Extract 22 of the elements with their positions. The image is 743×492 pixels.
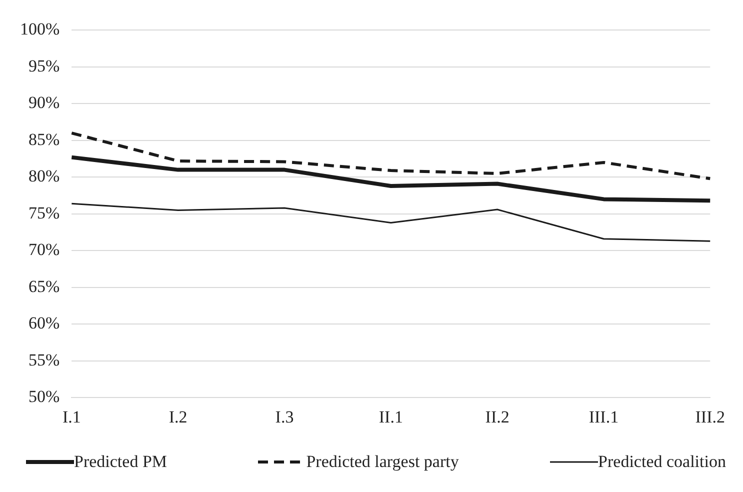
legend-label: Predicted PM <box>74 452 168 472</box>
y-tick-label: 70% <box>28 240 60 260</box>
y-tick-label: 75% <box>28 203 60 222</box>
y-tick-label: 65% <box>28 276 60 296</box>
x-tick-label: III.1 <box>588 407 619 426</box>
y-tick-label: 100% <box>20 20 60 39</box>
x-tick-label: I.3 <box>275 407 294 426</box>
legend-label: Predicted largest party <box>306 452 459 472</box>
y-tick-label: 50% <box>28 387 60 406</box>
x-tick-label: I.1 <box>62 407 81 426</box>
line-series <box>70 132 712 180</box>
y-tick-label: 85% <box>28 130 60 149</box>
x-tick-label: I.2 <box>168 407 188 426</box>
x-tick-label: II.1 <box>378 407 403 426</box>
y-tick-label: 90% <box>28 93 60 112</box>
y-tick-label: 80% <box>28 166 60 186</box>
x-tick-label: II.2 <box>485 407 510 426</box>
y-tick-label: 95% <box>28 56 60 76</box>
x-tick-label: III.2 <box>695 407 725 426</box>
y-tick-label: 60% <box>28 314 60 333</box>
legend-label: Predicted coalition <box>598 452 726 472</box>
y-tick-label: 55% <box>28 350 60 370</box>
